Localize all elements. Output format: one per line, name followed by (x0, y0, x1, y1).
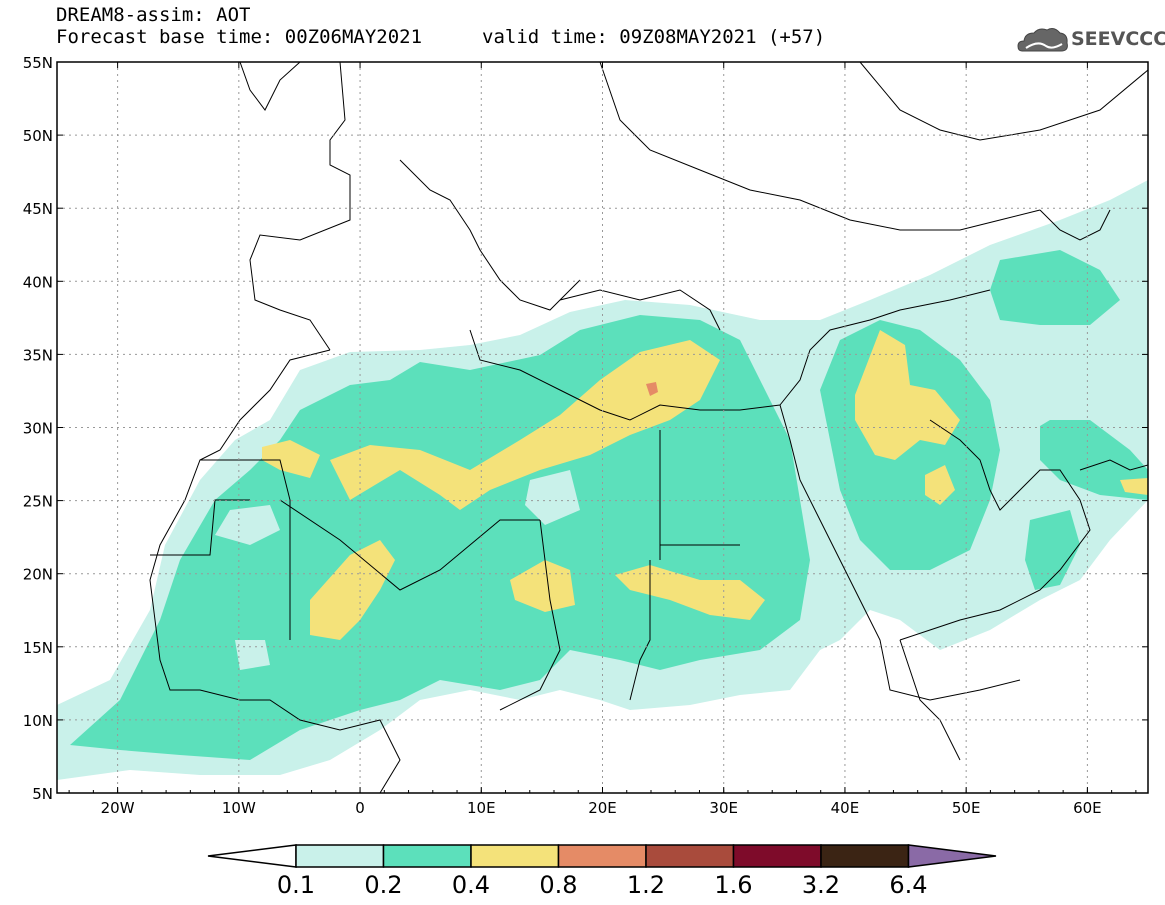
map-title: DREAM8-assim: AOT (56, 4, 251, 26)
colorbar-swatch (470, 844, 560, 868)
axis-ticks (57, 61, 1148, 794)
colorbar-swatch (732, 844, 822, 868)
logo: SEEVCCC (1016, 24, 1165, 58)
colorbar-swatch (295, 844, 385, 868)
lat-label: 5N (32, 785, 53, 803)
lon-label: 40E (831, 799, 860, 817)
colorbar-swatch (557, 844, 647, 868)
longitude-labels: 20W 10W 0 10E 20E 30E 40E 50E 60E (101, 799, 1102, 817)
lat-label: 40N (23, 273, 53, 291)
logo-text: SEEVCCC (1071, 28, 1165, 50)
lat-label: 25N (23, 493, 53, 511)
lat-label: 50N (23, 127, 53, 145)
lat-label: 30N (23, 420, 53, 438)
lon-label: 10W (222, 799, 256, 817)
colorbar-label: 0.2 (364, 871, 402, 899)
aot-level-0.2 (1025, 510, 1080, 590)
colorbar-label: 1.6 (714, 871, 752, 899)
colorbar-arrow-right (907, 844, 997, 868)
lon-label: 10E (467, 799, 496, 817)
lon-label: 60E (1073, 799, 1102, 817)
lon-label: 0 (355, 799, 365, 817)
lat-label: 10N (23, 712, 53, 730)
lat-label: 55N (23, 54, 53, 72)
aot-level-0.8 (646, 382, 658, 396)
aot-level-0.4 (310, 540, 395, 640)
colorbar-label: 3.2 (802, 871, 840, 899)
colorbar-label: 0.8 (539, 871, 577, 899)
lon-label: 20W (101, 799, 135, 817)
latitude-labels: 55N 50N 45N 40N 35N 30N 25N 20N 15N 10N 5N (23, 54, 53, 803)
lon-label: 50E (952, 799, 981, 817)
aot-level-0.4 (510, 560, 575, 612)
cloud-icon (1017, 28, 1068, 52)
grid-lines (57, 62, 1148, 793)
lon-label: 20E (588, 799, 617, 817)
aot-level-0.4 (1120, 478, 1148, 495)
aot-contours (57, 62, 1148, 793)
colorbar-label: 0.1 (277, 871, 315, 899)
lat-label: 35N (23, 346, 53, 364)
valid-time: valid time: 09Z08MAY2021 (+57) (482, 26, 826, 48)
lat-label: 20N (23, 566, 53, 584)
aot-level-0.2 (990, 250, 1120, 325)
aot-level-0.4 (925, 465, 955, 505)
colorbar-swatch (820, 844, 910, 868)
aot-level-0.4 (615, 565, 765, 620)
lon-label: 30E (709, 799, 738, 817)
colorbar-arrow-left (207, 844, 297, 868)
aot-level-0.4 (330, 340, 720, 510)
colorbar-swatch (382, 844, 472, 868)
colorbar-swatch (645, 844, 735, 868)
aot-level-0.4 (262, 440, 320, 478)
colorbar-label: 0.4 (452, 871, 490, 899)
forecast-base-time: Forecast base time: 00Z06MAY2021 (56, 26, 423, 48)
colorbar-label: 1.2 (627, 871, 665, 899)
lat-label: 45N (23, 200, 53, 218)
colorbar: 0.1 0.2 0.4 0.8 1.2 1.6 3.2 6.4 (207, 844, 997, 899)
colorbar-label: 6.4 (889, 871, 927, 899)
lat-label: 15N (23, 639, 53, 657)
coastlines (149, 62, 1148, 793)
